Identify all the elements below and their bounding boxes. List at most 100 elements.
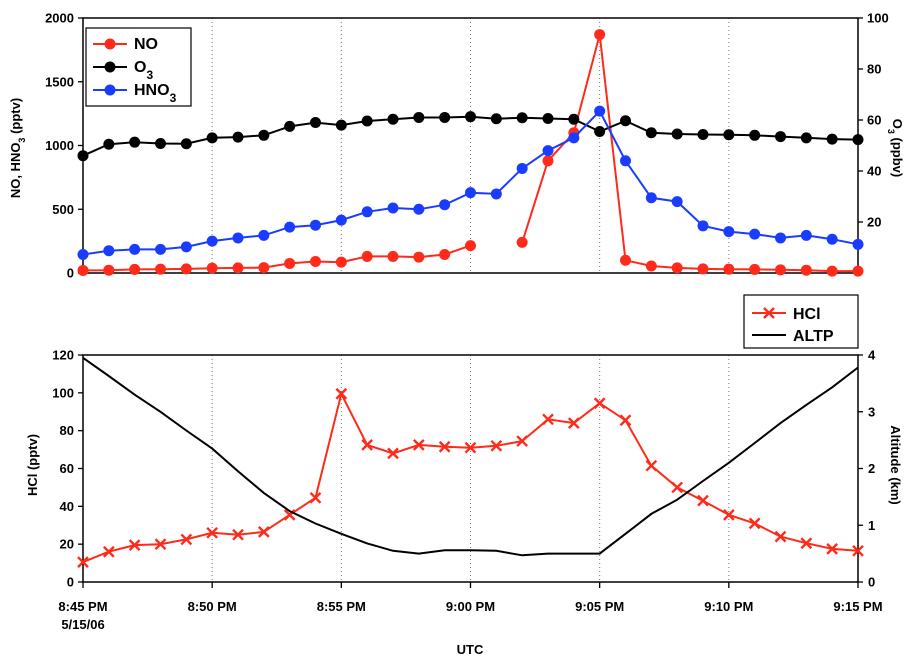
data-point bbox=[645, 459, 658, 472]
data-point bbox=[697, 220, 709, 232]
data-point bbox=[775, 131, 786, 143]
data-point bbox=[129, 263, 141, 275]
top-left-axis-label: NO, HNO3 (pptv) bbox=[8, 98, 27, 198]
data-point bbox=[749, 263, 761, 275]
y-tick-label: 120 bbox=[52, 348, 74, 363]
data-point bbox=[439, 199, 451, 211]
data-point bbox=[361, 439, 374, 451]
data-point bbox=[852, 134, 864, 146]
data-point bbox=[258, 229, 270, 241]
data-point bbox=[671, 262, 683, 274]
legend-label: ALTP bbox=[793, 328, 834, 345]
data-point bbox=[77, 150, 89, 162]
data-point bbox=[645, 192, 657, 204]
data-point bbox=[129, 136, 141, 148]
y2-tick-label: 60 bbox=[867, 113, 881, 128]
series-hno3 bbox=[77, 105, 864, 261]
data-point bbox=[593, 397, 606, 410]
data-point bbox=[645, 127, 657, 139]
y-tick-label: 80 bbox=[60, 423, 74, 438]
data-point bbox=[516, 236, 528, 248]
bottom-legend-items: HCl ALTP bbox=[752, 306, 834, 345]
data-point bbox=[361, 250, 373, 262]
data-point bbox=[206, 132, 218, 144]
data-point bbox=[232, 528, 244, 541]
data-point bbox=[620, 155, 631, 167]
data-point bbox=[387, 447, 399, 460]
data-point bbox=[180, 263, 192, 275]
data-point bbox=[542, 112, 554, 124]
data-point bbox=[800, 132, 812, 144]
data-point bbox=[155, 263, 166, 275]
data-point bbox=[387, 202, 399, 214]
data-point bbox=[232, 131, 244, 143]
x-tick-label: 9:10 PM bbox=[704, 599, 753, 614]
data-point bbox=[180, 533, 193, 546]
bottom-left-axis: 0 20 40 60 80 100 120 bbox=[52, 348, 83, 590]
data-point bbox=[697, 263, 709, 275]
data-point bbox=[206, 262, 218, 274]
data-point bbox=[826, 543, 839, 555]
data-point bbox=[103, 138, 115, 150]
data-point bbox=[800, 537, 813, 550]
data-point bbox=[413, 251, 425, 263]
data-point bbox=[128, 539, 141, 551]
data-point bbox=[490, 188, 502, 200]
top-right-axis: 20 40 60 80 100 bbox=[858, 11, 889, 230]
data-point bbox=[439, 249, 451, 261]
data-point bbox=[619, 414, 632, 427]
data-point bbox=[775, 232, 786, 244]
data-point bbox=[335, 387, 348, 400]
data-point bbox=[567, 417, 580, 429]
y2-tick-label: 1 bbox=[868, 518, 875, 533]
y2-tick-label: 80 bbox=[867, 62, 881, 77]
data-point bbox=[77, 556, 89, 568]
legend-swatch-marker bbox=[104, 84, 116, 96]
data-point bbox=[490, 113, 502, 125]
legend-swatch-marker bbox=[104, 61, 116, 73]
data-point bbox=[723, 129, 735, 141]
bottom-chart-series bbox=[77, 356, 864, 568]
data-point bbox=[749, 129, 761, 141]
data-point bbox=[542, 155, 554, 167]
data-point bbox=[826, 133, 838, 145]
data-point bbox=[464, 441, 477, 454]
y-tick-label: 60 bbox=[60, 461, 74, 476]
data-point bbox=[465, 187, 476, 199]
legend-label: HCl bbox=[793, 306, 821, 323]
data-point bbox=[155, 243, 166, 255]
y-tick-label: 20 bbox=[60, 537, 74, 552]
data-point bbox=[232, 232, 244, 244]
data-point bbox=[465, 111, 476, 123]
series-altp bbox=[82, 356, 859, 557]
data-point bbox=[103, 245, 115, 257]
data-point bbox=[310, 117, 321, 129]
data-point bbox=[723, 263, 735, 275]
x-tick-label: 9:15 PM bbox=[833, 599, 882, 614]
bottom-right-axis-label: Altitude (km) bbox=[888, 425, 903, 504]
data-point bbox=[180, 241, 192, 253]
data-point bbox=[155, 137, 166, 149]
data-point bbox=[412, 439, 425, 451]
data-point bbox=[826, 265, 838, 277]
data-point bbox=[387, 250, 399, 262]
data-point bbox=[103, 264, 115, 276]
data-point bbox=[826, 233, 838, 245]
y2-tick-label: 2 bbox=[868, 461, 875, 476]
data-point bbox=[283, 508, 296, 521]
data-point bbox=[77, 249, 89, 261]
y-tick-label: 40 bbox=[60, 499, 74, 514]
data-point bbox=[568, 113, 580, 125]
series-o3 bbox=[77, 111, 864, 162]
data-point bbox=[258, 129, 270, 141]
data-point bbox=[620, 254, 631, 266]
data-point bbox=[102, 545, 115, 558]
data-point bbox=[439, 111, 451, 123]
data-point bbox=[671, 196, 683, 208]
x-tick-label: 8:55 PM bbox=[317, 599, 366, 614]
top-right-axis-label: O3 (ppbv) bbox=[886, 119, 905, 177]
data-point bbox=[180, 138, 192, 150]
data-point bbox=[774, 530, 787, 543]
data-point bbox=[335, 119, 347, 131]
